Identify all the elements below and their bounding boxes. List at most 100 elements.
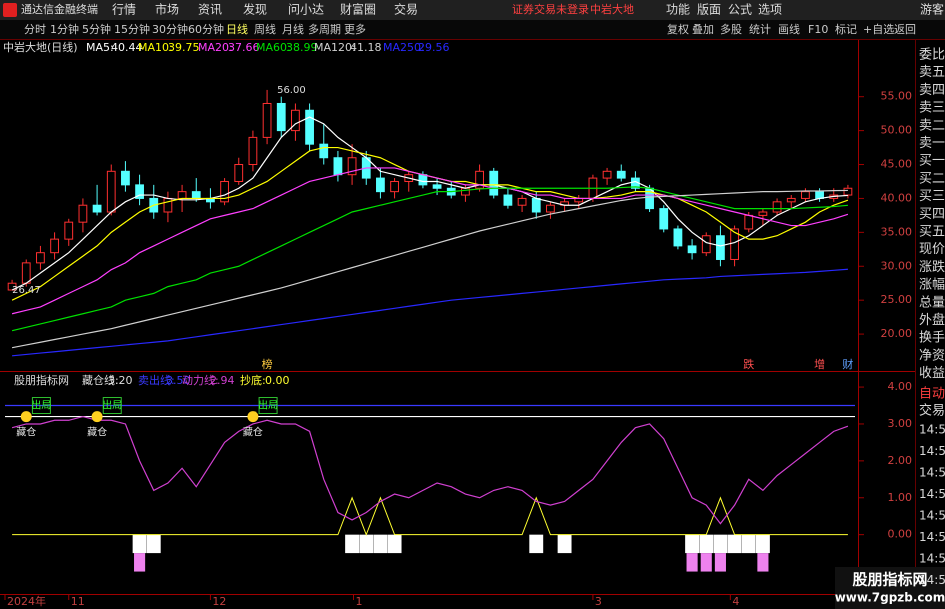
time-label: 14:56 [919, 487, 945, 501]
candle-body [305, 109, 314, 145]
candle-body [786, 197, 796, 203]
period-tab[interactable]: 多周期 [308, 22, 341, 36]
candle-body [843, 187, 853, 196]
tool-button[interactable]: 复权 [667, 22, 689, 36]
time-label: 14:56 [919, 423, 945, 437]
signal-icon [247, 411, 259, 423]
stock-name: 中岩大地 [590, 2, 634, 16]
y-tick-label: 35.00 [881, 225, 913, 238]
candle-body [262, 102, 272, 138]
legend-name: 动力线: [182, 373, 219, 387]
signal-icon [20, 411, 32, 423]
white-bar [727, 534, 742, 554]
legend-name: MA10: [138, 41, 173, 54]
toolbar [0, 20, 945, 39]
menu-item[interactable]: 发现 [243, 2, 267, 17]
white-bar [741, 534, 756, 554]
legend-name: MA120: [314, 41, 356, 54]
signal-label: 藏仓 [87, 426, 107, 439]
y-tick-label: 1.00 [888, 491, 913, 504]
tool-button[interactable]: F10 [808, 23, 828, 36]
quote-label: 外盘 [919, 312, 945, 328]
x-tick-label: 2024年 [7, 594, 46, 608]
ma-line [12, 268, 848, 357]
legend-name: 抄底: [240, 373, 266, 387]
period-tab[interactable]: 1分钟 [50, 22, 79, 36]
menu-item[interactable]: 问小达 [288, 3, 324, 17]
period-tab[interactable]: 30分钟 [152, 22, 188, 36]
candle-body [687, 245, 697, 254]
period-tab[interactable]: 周线 [254, 22, 276, 36]
menu-item[interactable]: 公式 [728, 3, 752, 17]
signal-label: 藏仓 [16, 426, 36, 439]
quote-label: 卖一 [919, 136, 945, 151]
white-bar [387, 534, 402, 554]
candle-body [801, 191, 810, 199]
menu-item[interactable]: 选项 [758, 3, 782, 17]
event-marker[interactable]: 财 [842, 357, 853, 371]
period-tab[interactable]: 更多 [344, 22, 366, 36]
menu-item[interactable]: 交易 [394, 2, 418, 17]
quote-label: 涨幅 [919, 278, 945, 293]
legend-name: MA250: [383, 41, 425, 54]
white-bar [699, 534, 714, 554]
white-bar [685, 534, 700, 554]
ma-line [11, 189, 848, 349]
legend-name: MA60: [256, 41, 291, 54]
time-label: 14:56 [919, 466, 945, 480]
menu-item[interactable]: 行情 [112, 3, 136, 17]
y-tick-label: 45.00 [881, 158, 913, 171]
candle-body [432, 184, 442, 189]
candle-body [333, 157, 343, 176]
candle-body [758, 211, 768, 216]
quote-label: 现价 [919, 242, 945, 257]
menu-item[interactable]: 财富圈 [340, 2, 376, 17]
user[interactable]: 游客 [920, 2, 944, 17]
tool-button[interactable]: 标记 [835, 22, 857, 36]
event-marker[interactable]: 增 [814, 357, 825, 371]
candle-body [319, 143, 329, 159]
period-tab[interactable]: 15分钟 [114, 22, 150, 36]
y-tick-label: 0.00 [888, 528, 913, 541]
white-bar [755, 534, 770, 554]
power-line [11, 415, 849, 525]
tool-button[interactable]: 统计 [749, 23, 771, 36]
candle-body [135, 184, 144, 199]
quote-label: 换手 [919, 331, 945, 346]
time-label: 14:56 [919, 444, 945, 458]
quote-label: 总量 [919, 295, 945, 310]
quote-label: 买二 [919, 171, 945, 186]
signal-label: 藏仓 [243, 426, 263, 439]
exit-label: 出局 [31, 399, 51, 412]
tool-button[interactable]: 叠加 [692, 23, 714, 36]
tool-button[interactable]: +自选 [863, 23, 894, 36]
tool-button[interactable]: 画线 [778, 22, 800, 36]
menu-item[interactable]: 资讯 [198, 3, 222, 17]
period-tab[interactable]: 5分钟 [82, 22, 111, 36]
x-tick-label: 12 [212, 595, 226, 608]
event-marker[interactable]: 榜 [262, 357, 273, 371]
quote-label: 买三 [919, 189, 945, 204]
event-marker[interactable]: 跌 [743, 357, 754, 371]
trade-label: 自动 [919, 387, 945, 402]
candle-body [64, 221, 74, 240]
menu-item[interactable]: 版面 [697, 3, 721, 17]
exit-box [258, 397, 278, 415]
menu-item[interactable]: 市场 [155, 2, 179, 17]
period-tab[interactable]: 分时 [24, 23, 46, 36]
legend-name: 藏仓线: [82, 373, 119, 387]
menu-bar [0, 0, 945, 20]
tool-button[interactable]: 返回 [894, 23, 916, 36]
period-tab[interactable]: 60分钟 [188, 22, 224, 36]
legend-name: 卖出线: [138, 373, 175, 387]
tool-button[interactable]: 多股 [720, 22, 742, 36]
period-tab[interactable]: 月线 [282, 22, 304, 36]
candle-body [177, 191, 187, 199]
period-tab[interactable]: 日线 [226, 22, 248, 36]
candle-body [121, 170, 130, 186]
legend-value: 40.44 [111, 41, 143, 54]
menu-item[interactable]: 功能 [666, 3, 690, 17]
price-annotation: 56.00 [277, 85, 306, 96]
y-tick-label: 2.00 [888, 454, 913, 467]
